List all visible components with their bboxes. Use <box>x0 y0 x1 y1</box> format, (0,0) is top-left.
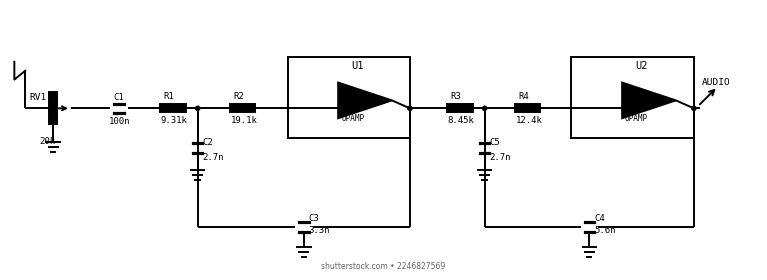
Text: U1: U1 <box>351 61 364 71</box>
Bar <box>571 57 694 138</box>
Circle shape <box>196 106 199 110</box>
Text: AUDIO: AUDIO <box>702 78 731 87</box>
Polygon shape <box>338 83 392 118</box>
Text: U2: U2 <box>635 61 647 71</box>
Bar <box>288 57 410 138</box>
Circle shape <box>482 106 487 110</box>
Text: C1: C1 <box>113 93 123 102</box>
Text: C2: C2 <box>202 138 213 147</box>
Text: 2.7n: 2.7n <box>489 153 511 162</box>
Circle shape <box>408 106 412 110</box>
Text: 5.6n: 5.6n <box>594 226 616 235</box>
Bar <box>49 92 57 124</box>
Text: R2: R2 <box>233 92 245 101</box>
Text: 8.45k: 8.45k <box>448 116 475 125</box>
Text: 12.4k: 12.4k <box>515 116 542 125</box>
Text: 9.31k: 9.31k <box>161 116 188 125</box>
Bar <box>229 104 255 112</box>
Polygon shape <box>622 83 676 118</box>
Text: R4: R4 <box>518 92 529 101</box>
Text: 100n: 100n <box>109 117 130 126</box>
Text: 20k: 20k <box>39 137 55 146</box>
Text: R1: R1 <box>164 92 175 101</box>
Text: C4: C4 <box>594 214 605 223</box>
Text: C3: C3 <box>309 214 320 223</box>
Bar <box>160 104 186 112</box>
Text: 2.7n: 2.7n <box>202 153 224 162</box>
Text: 19.1k: 19.1k <box>231 116 258 125</box>
Circle shape <box>692 106 696 110</box>
Text: OPAMP: OPAMP <box>341 114 364 123</box>
Text: OPAMP: OPAMP <box>625 114 648 123</box>
Text: 3.3n: 3.3n <box>309 226 331 235</box>
Text: R3: R3 <box>451 92 462 101</box>
Bar <box>515 104 541 112</box>
Bar <box>446 104 472 112</box>
Text: shutterstock.com • 2246827569: shutterstock.com • 2246827569 <box>321 262 446 271</box>
Text: C5: C5 <box>489 138 500 147</box>
Text: RV1: RV1 <box>29 93 47 102</box>
